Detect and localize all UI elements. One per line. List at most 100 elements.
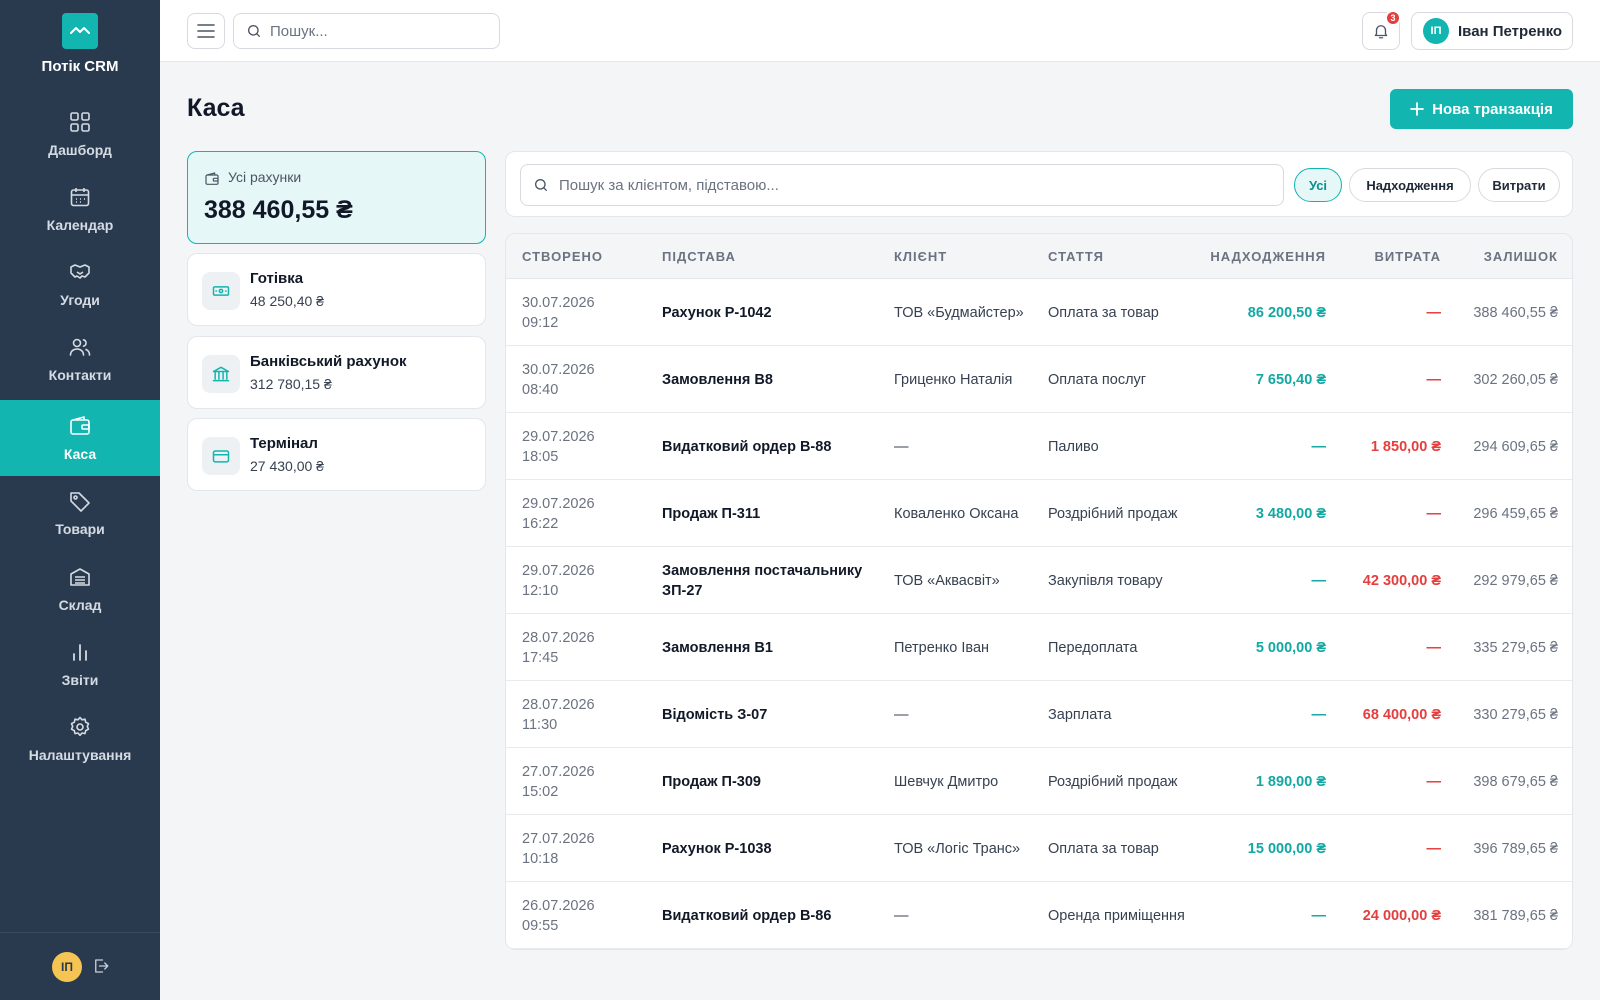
plus-icon (1410, 102, 1425, 116)
table-row[interactable]: 27.07.2026 10:18 Рахунок Р-1038 ТОВ «Логіс … (506, 815, 1572, 882)
cell-basis[interactable]: Замовлення постачальнику ЗП-27 (662, 547, 877, 614)
nav-item-cashbox[interactable]: Каса (0, 400, 160, 476)
nav-item-deals[interactable]: Угоди (0, 246, 160, 322)
gear-icon (70, 716, 90, 737)
avatar: ІП (1423, 18, 1449, 44)
cell-basis[interactable]: Рахунок Р-1042 (662, 279, 877, 346)
cell-expense: — (1326, 748, 1442, 815)
transaction-search-input[interactable] (559, 176, 1259, 194)
logout-icon[interactable] (92, 957, 110, 975)
cell-income-text: 7 650,40 ₴ (1255, 371, 1326, 388)
user-name: Іван Петренко (1458, 22, 1563, 40)
cell-balance-text: 398 679,65 ₴ (1473, 773, 1558, 790)
app-logo[interactable] (62, 13, 98, 49)
column-header-income[interactable]: НАДХОДЖЕННЯ (1210, 249, 1326, 264)
menu-toggle-button[interactable] (187, 13, 225, 49)
cell-basis[interactable]: Видатковий ордер В-88 (662, 413, 877, 480)
global-search[interactable] (233, 13, 500, 49)
nav-item-reports[interactable]: Звіти (0, 626, 160, 702)
table-row[interactable]: 30.07.2026 08:40 Замовлення В8 Гриценко Нат… (506, 346, 1572, 413)
filter-chip-expenses[interactable]: Витрати (1478, 168, 1560, 202)
users-icon (69, 338, 91, 356)
bell-icon (1374, 25, 1388, 39)
table-row[interactable]: 28.07.2026 11:30 Відомість З-07 — Зарплата — 6… (506, 681, 1572, 748)
nav-item-contacts[interactable]: Контакти (0, 321, 160, 397)
cell-basis[interactable]: Видатковий ордер В-86 (662, 882, 877, 949)
column-header-balance[interactable]: ЗАЛИШОК (1483, 249, 1558, 264)
wave-icon (70, 27, 90, 34)
nav-item-dashboard[interactable]: Дашборд (0, 96, 160, 172)
cell-time: 17:45 (522, 649, 559, 666)
transaction-search[interactable] (520, 164, 1284, 206)
account-amount: 27 430,00 ₴ (250, 458, 324, 474)
cell-income-text: 86 200,50 ₴ (1247, 304, 1326, 321)
cell-article-text: Оплата за товар (1048, 304, 1159, 321)
column-header-basis[interactable]: ПІДСТАВА (662, 249, 736, 264)
table-row[interactable]: 26.07.2026 09:55 Видатковий ордер В-86 — Оре… (506, 882, 1572, 949)
table-row[interactable]: 27.07.2026 15:02 Продаж П-309 Шевчук Дмитро… (506, 748, 1572, 815)
cell-basis-text: Замовлення В8 (662, 371, 773, 388)
cell-income: 15 000,00 ₴ (1166, 815, 1326, 882)
cell-basis[interactable]: Рахунок Р-1038 (662, 815, 877, 882)
notifications-button[interactable] (1362, 12, 1400, 50)
filter-chip-income[interactable]: Надходження (1349, 168, 1471, 202)
nav-item-calendar[interactable]: Календар (0, 171, 160, 247)
cell-basis[interactable]: Замовлення В8 (662, 346, 877, 413)
cell-basis-text: Видатковий ордер В-86 (662, 907, 832, 924)
cell-basis-text: Відомість З-07 (662, 706, 768, 723)
cell-article-text: Паливо (1048, 438, 1099, 455)
search-input[interactable] (270, 22, 470, 40)
cell-balance: 335 279,65 ₴ (1446, 614, 1558, 681)
new-transaction-label: Нова транзакція (1432, 100, 1553, 118)
filter-chip-all[interactable]: Усі (1294, 168, 1342, 202)
cell-time: 09:55 (522, 917, 559, 934)
account-card-cash[interactable]: Готівка 48 250,40 ₴ (187, 253, 486, 326)
new-transaction-button[interactable]: Нова транзакція (1390, 89, 1573, 129)
cell-expense: 68 400,00 ₴ (1326, 681, 1441, 748)
handshake-icon (70, 264, 90, 279)
user-menu[interactable]: ІП Іван Петренко (1411, 12, 1573, 50)
cell-basis[interactable]: Продаж П-309 (662, 748, 877, 815)
account-card-terminal[interactable]: Термінал 27 430,00 ₴ (187, 418, 486, 491)
column-header-client[interactable]: КЛІЄНТ (894, 249, 948, 264)
table-row[interactable]: 30.07.2026 09:12 Рахунок Р-1042 ТОВ «Будмай… (506, 279, 1572, 346)
grid-icon (70, 112, 90, 132)
column-header-created[interactable]: СТВОРЕНО (522, 249, 604, 264)
nav-item-warehouse[interactable]: Склад (0, 551, 160, 627)
sidebar: Потік CRM Дашборд Календар Угоди Контакт… (0, 0, 160, 1000)
cell-basis[interactable]: Відомість З-07 (662, 681, 877, 748)
nav-item-products[interactable]: Товари (0, 475, 160, 551)
account-total: 388 460,55 ₴ (204, 196, 353, 224)
sidebar-footer: ІП (0, 932, 160, 1000)
cell-income-text: — (1311, 907, 1327, 924)
cell-client-text: Петренко Іван (894, 639, 990, 656)
cell-income-text: 1 890,00 ₴ (1255, 773, 1326, 790)
cell-time: 10:18 (522, 850, 559, 867)
cell-expense-text: 42 300,00 ₴ (1362, 572, 1441, 589)
nav-item-settings[interactable]: Налаштування (0, 701, 160, 777)
cell-income: 3 480,00 ₴ (1166, 480, 1326, 547)
cell-basis[interactable]: Замовлення В1 (662, 614, 877, 681)
table-row[interactable]: 28.07.2026 17:45 Замовлення В1 Петренко Іва… (506, 614, 1572, 681)
cell-balance: 398 679,65 ₴ (1446, 748, 1558, 815)
account-card-all[interactable]: Усі рахунки 388 460,55 ₴ (187, 151, 486, 244)
column-header-expense[interactable]: ВИТРАТА (1374, 249, 1441, 264)
cell-article: Оплата послуг (1048, 346, 1188, 413)
cell-balance-text: 335 279,65 ₴ (1473, 639, 1558, 656)
cell-article: Роздрібний продаж (1048, 748, 1188, 815)
nav-label: Угоди (60, 292, 100, 308)
account-card-bank[interactable]: Банківський рахунок 312 780,15 ₴ (187, 336, 486, 409)
cell-income-text: 5 000,00 ₴ (1255, 639, 1326, 656)
avatar[interactable]: ІП (52, 952, 82, 982)
table-row[interactable]: 29.07.2026 18:05 Видатковий ордер В-88 — Пал… (506, 413, 1572, 480)
table-row[interactable]: 29.07.2026 12:10 Замовлення постачальнику … (506, 547, 1572, 614)
hamburger-icon (197, 24, 215, 38)
nav-label: Товари (55, 521, 105, 537)
cell-client-text: Коваленко Оксана (894, 505, 1019, 522)
account-amount: 48 250,40 ₴ (250, 293, 324, 309)
cell-basis[interactable]: Продаж П-311 (662, 480, 877, 547)
cell-client: Коваленко Оксана (894, 480, 1034, 547)
table-row[interactable]: 29.07.2026 16:22 Продаж П-311 Коваленко Окс… (506, 480, 1572, 547)
search-icon (248, 25, 260, 37)
column-header-article[interactable]: СТАТТЯ (1048, 249, 1104, 264)
